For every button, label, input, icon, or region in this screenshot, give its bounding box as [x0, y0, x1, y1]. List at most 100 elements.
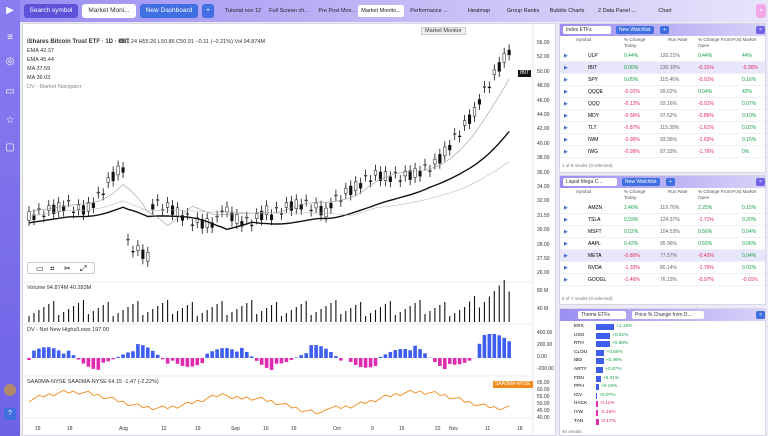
theme-row[interactable]: HACK -0.11%	[560, 400, 765, 408]
column-header[interactable]: Symbol	[576, 37, 592, 42]
chart-canvas[interactable]	[23, 24, 557, 436]
theme-row[interactable]: CLOU +0.55%	[560, 349, 765, 357]
theme-row[interactable]: ERX +1.16%	[560, 323, 765, 331]
play-icon[interactable]: ▶	[564, 89, 568, 95]
play-icon[interactable]: ▶	[564, 137, 568, 143]
theme-row[interactable]: TAN -0.17%	[560, 418, 765, 426]
add-watchlist-button[interactable]: +	[666, 178, 675, 186]
table-row[interactable]: ▶ META -0.80% 77.57% -0.42% 0.04%	[560, 250, 765, 262]
play-icon[interactable]: ▶	[564, 277, 568, 283]
play-icon[interactable]: ▶	[564, 125, 568, 131]
cell-rr: 104.53%	[660, 229, 680, 235]
theme-row[interactable]: USO +0.91%	[560, 332, 765, 340]
nhnl-bar	[413, 345, 417, 358]
close-icon[interactable]: ×	[756, 178, 765, 186]
dashboard-tab[interactable]: Group Ranks	[506, 8, 540, 14]
table-row[interactable]: ▶ MDY -0.56% 97.52% -0.85% 0.10%	[560, 110, 765, 122]
dashboard-tab[interactable]: Full Screen ch...	[269, 8, 309, 14]
dashboard-tab[interactable]: Tutorial nov 12	[224, 8, 262, 14]
table-row[interactable]: ▶ MSFT 0.52% 104.53% 0.56% 0.94%	[560, 226, 765, 238]
nhnl-label: DV - Net New Highs/Lows 197.00	[27, 327, 109, 333]
column-header[interactable]: % Change From Open	[698, 37, 732, 48]
dashboard-tab[interactable]: Pre Post Mov...	[318, 8, 356, 14]
new-watchlist-button[interactable]: New Watchlist	[616, 26, 654, 34]
table-row[interactable]: ▶ ULP 0.44% 120.21% 0.44% 44%	[560, 50, 765, 62]
theme-column-select[interactable]: Price % Change from D...	[632, 311, 704, 319]
table-row[interactable]: ▶ TSLA 0.59% 124.37% -1.71% 0.20%	[560, 214, 765, 226]
crop-icon[interactable]: ⌗	[50, 264, 55, 273]
theme-row[interactable]: PPH +0.18%	[560, 383, 765, 391]
table-row[interactable]: ▶ NVDA -1.33% 80.14% -1.76% 0.02%	[560, 262, 765, 274]
price-chart[interactable]: iShares Bitcoin Trust ETF · 1D · IBIT O5…	[22, 23, 556, 436]
monitor-dropdown[interactable]: Market Moni...	[82, 4, 136, 18]
avatar[interactable]	[4, 384, 16, 396]
new-watchlist-button[interactable]: New Watchlist	[622, 178, 660, 186]
add-dashboard-button[interactable]: +	[202, 4, 214, 18]
table-row[interactable]: ▶ QQQ -0.12% 93.16% -0.01% 0.07%	[560, 98, 765, 110]
market-monitor-dropdown[interactable]: Market Monitor	[421, 27, 466, 35]
theme-row[interactable]: IGV +0.07%	[560, 392, 765, 400]
table-row[interactable]: ▶ IWG -0.99% 97.33% -1.76% 0%	[560, 146, 765, 158]
column-header[interactable]: Post Market	[732, 37, 757, 42]
theme-select[interactable]: Theme ETFs	[578, 311, 626, 319]
search-symbol-button[interactable]: Search symbol	[24, 4, 78, 18]
close-icon[interactable]: ×	[756, 4, 766, 18]
play-icon[interactable]: ▶	[564, 77, 568, 83]
globe-icon[interactable]: ◎	[5, 56, 15, 67]
column-header[interactable]: % Change Today	[624, 189, 646, 200]
add-watchlist-button[interactable]: +	[660, 26, 669, 34]
cell-chg: 0.00%	[624, 65, 639, 71]
monitor-icon[interactable]: ▭	[5, 86, 15, 97]
tools-icon[interactable]: ✂	[64, 264, 71, 273]
play-icon[interactable]: ▶	[564, 101, 568, 107]
new-dashboard-button[interactable]: New Dashboard	[140, 4, 198, 18]
play-icon[interactable]: ▶	[564, 253, 568, 259]
dashboard-tab[interactable]: Market Monito...	[358, 5, 404, 17]
column-header[interactable]: % Change Today	[624, 37, 646, 48]
play-icon[interactable]: ▶	[564, 149, 568, 155]
comment-icon[interactable]: ▭	[36, 264, 44, 273]
nhnl-bar	[180, 358, 185, 366]
table-row[interactable]: ▶ IBIT 0.00% 230.10% -0.31% -0.36%	[560, 62, 765, 74]
table-row[interactable]: ▶ SPY 0.05% 115.46% -0.01% 0.16%	[560, 74, 765, 86]
table-row[interactable]: ▶ GOOGL -1.46% 76.13% -0.97% -0.01%	[560, 274, 765, 286]
candle-body	[369, 180, 373, 182]
dashboard-tab[interactable]: 2 Data Panel ...	[598, 8, 636, 14]
column-header[interactable]: Run Rate	[668, 37, 688, 42]
column-header[interactable]: Post Market	[732, 189, 757, 194]
theme-row[interactable]: RTH +0.88%	[560, 340, 765, 348]
close-icon[interactable]: ×	[756, 26, 765, 34]
column-header[interactable]: Symbol	[576, 189, 592, 194]
table-row[interactable]: ▶ TLT -0.87% 115.38% -1.61% 0.02%	[560, 122, 765, 134]
play-icon[interactable]: ▶	[564, 229, 568, 235]
theme-row[interactable]: IBO +0.49%	[560, 357, 765, 365]
column-header[interactable]: % Change From Open	[698, 189, 732, 200]
theme-row[interactable]: FDN +0.31%	[560, 375, 765, 383]
menu-icon[interactable]: ≡	[7, 32, 13, 43]
table-row[interactable]: ▶ IWM -0.96% 93.95% -1.63% 0.15%	[560, 134, 765, 146]
dashboard-tab[interactable]: Performance ...	[410, 8, 448, 14]
play-icon[interactable]: ▶	[564, 113, 568, 119]
window-icon[interactable]: ▢	[5, 142, 15, 153]
play-icon[interactable]: ▶	[564, 217, 568, 223]
help-icon[interactable]: ?	[4, 408, 16, 420]
close-icon[interactable]: ×	[756, 311, 765, 319]
play-icon[interactable]: ▶	[564, 241, 568, 247]
play-icon[interactable]: ▶	[564, 265, 568, 271]
table-row[interactable]: ▶ AMZN 2.46% 119.76% 2.25% 0.15%	[560, 202, 765, 214]
column-header[interactable]: Run Rate	[668, 189, 688, 194]
play-icon[interactable]: ▶	[564, 205, 568, 211]
table-row[interactable]: ▶ QQQE -0.01% 99.62% 0.04% 42%	[560, 86, 765, 98]
table-row[interactable]: ▶ AAPL 0.42% 95.96% 0.55% 0.06%	[560, 238, 765, 250]
watchlist-select[interactable]: Index ETFs	[563, 26, 611, 34]
dashboard-tab[interactable]: Heatmap	[467, 8, 491, 14]
watchlist-select[interactable]: Liquid Mega C...	[563, 178, 617, 186]
dashboard-tab[interactable]: Bubble Charts	[549, 8, 585, 14]
theme-row[interactable]: IYW -0.15%	[560, 409, 765, 417]
expand-icon[interactable]: ⤢	[80, 264, 87, 273]
theme-row[interactable]: ARTY +0.47%	[560, 366, 765, 374]
star-icon[interactable]: ☆	[5, 115, 15, 126]
play-icon[interactable]: ▶	[564, 65, 568, 71]
play-icon[interactable]: ▶	[564, 53, 568, 59]
dashboard-tab[interactable]: Chart	[658, 8, 672, 14]
